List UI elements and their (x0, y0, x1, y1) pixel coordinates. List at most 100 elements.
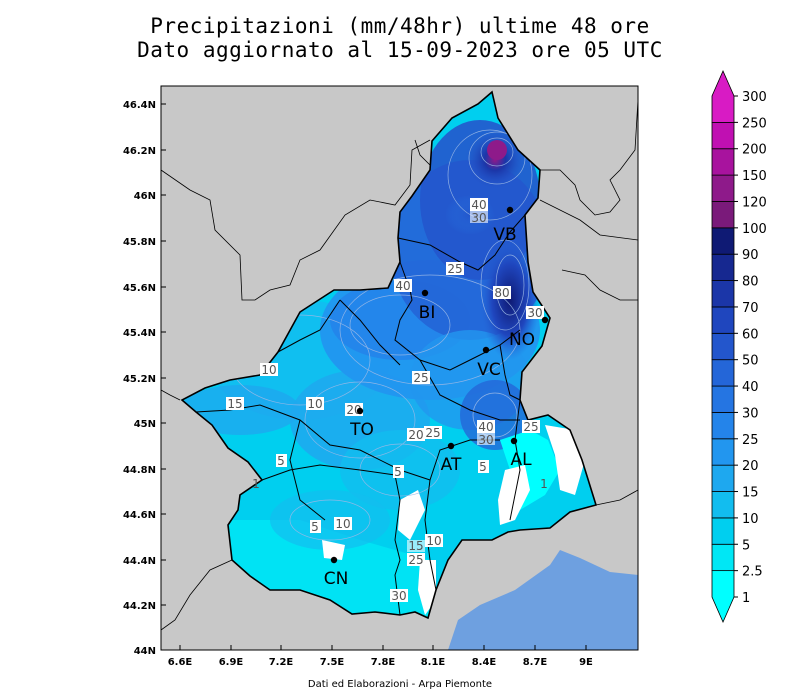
lat-label: 46N (134, 191, 156, 202)
contour-label: 20 (407, 428, 425, 442)
lon-label: 6.6E (168, 657, 193, 668)
colorbar-label: 100 (742, 222, 767, 237)
colorbar-label: 1 (742, 591, 750, 606)
colorbar-label: 70 (742, 301, 759, 316)
colorbar-label: 2.5 (742, 565, 763, 580)
svg-text:80: 80 (494, 286, 509, 300)
contour-label: 1 (540, 477, 548, 491)
colorbar: 1 2.5 5 10 15 20 25 30 40 50 60 70 80 90 100 120 150 200 2… (711, 70, 767, 623)
lon-label: 7.5E (320, 657, 345, 668)
lat-label: 45.8N (123, 237, 156, 248)
lat-label: 45N (134, 419, 156, 430)
contour-label: 80 (493, 286, 511, 300)
svg-text:10: 10 (335, 517, 350, 531)
colorbar-label: 10 (742, 512, 759, 527)
contour-label: 5 (276, 454, 287, 468)
svg-text:5: 5 (311, 520, 319, 534)
svg-text:25: 25 (408, 553, 423, 567)
contour-label: 15 (226, 397, 244, 411)
lat-label: 45.6N (123, 283, 156, 294)
colorbar-segment (711, 174, 735, 202)
colorbar-label: 60 (742, 327, 759, 342)
city-vb: VB (493, 206, 517, 245)
svg-text:AT: AT (441, 455, 462, 475)
latitude-labels: 46.4N 46.2N 46N 45.8N 45.6N 45.4N 45.2N … (123, 100, 156, 657)
lat-label: 44.6N (123, 510, 156, 521)
svg-text:20: 20 (346, 403, 361, 417)
svg-text:CN: CN (324, 569, 349, 589)
colorbar-segment (711, 412, 735, 440)
city-markers: VB BI NO VC TO AT AL CN (324, 206, 549, 589)
svg-text:25: 25 (523, 420, 538, 434)
lon-label: 6.9E (219, 657, 244, 668)
svg-text:10: 10 (426, 534, 441, 548)
contour-label: 40 (470, 198, 488, 212)
city-at: AT (441, 442, 462, 475)
svg-text:1: 1 (252, 477, 260, 491)
colorbar-label: 15 (742, 486, 759, 501)
colorbar-segment (711, 148, 735, 176)
contour-label: 5 (478, 460, 489, 474)
colorbar-segment (711, 70, 735, 123)
svg-text:15: 15 (408, 539, 423, 553)
colorbar-label: 90 (742, 248, 759, 263)
lat-label: 46.2N (123, 146, 156, 157)
svg-text:15: 15 (227, 397, 242, 411)
sea-area (448, 550, 638, 650)
lon-label: 9E (579, 657, 593, 668)
svg-text:AL: AL (510, 450, 532, 470)
svg-text:30: 30 (527, 306, 542, 320)
colorbar-segment (711, 438, 735, 466)
colorbar-label: 120 (742, 195, 767, 210)
lat-label: 45.4N (123, 328, 156, 339)
colorbar-labels: 1 2.5 5 10 15 20 25 30 40 50 60 70 80 90 100 120 150 200 2… (734, 90, 767, 606)
contour-label: 25 (407, 553, 425, 567)
lat-label: 46.4N (123, 100, 156, 111)
contour-label: 30 (470, 211, 488, 225)
city-no: NO (509, 316, 549, 350)
city-al: AL (510, 437, 532, 470)
svg-text:VB: VB (493, 225, 516, 245)
colorbar-segment (711, 464, 735, 492)
svg-text:TO: TO (349, 420, 374, 440)
colorbar-label: 250 (742, 116, 767, 131)
contour-label: 10 (334, 517, 352, 531)
colorbar-label: 200 (742, 143, 767, 158)
svg-text:5: 5 (479, 460, 487, 474)
contour-label: 25 (446, 262, 464, 276)
colorbar-label: 300 (742, 90, 767, 105)
contour-label: 40 (394, 279, 412, 293)
svg-text:25: 25 (425, 426, 440, 440)
city-bi: BI (419, 289, 435, 323)
svg-text:VC: VC (477, 360, 501, 380)
lon-label: 8.1E (421, 657, 446, 668)
colorbar-label: 20 (742, 459, 759, 474)
contour-label: 30 (390, 589, 408, 603)
contour-label: 10 (425, 534, 443, 548)
lat-label: 44N (134, 646, 156, 657)
contour-label: 30 (526, 306, 544, 320)
svg-text:40: 40 (395, 279, 410, 293)
lat-label: 44.2N (123, 601, 156, 612)
contour-label: 1 (252, 477, 260, 491)
svg-text:30: 30 (471, 211, 486, 225)
lon-label: 7.8E (371, 657, 396, 668)
country-borders (160, 99, 639, 631)
colorbar-segment (711, 227, 735, 255)
colorbar-label: 40 (742, 380, 759, 395)
city-cn: CN (324, 556, 349, 589)
colorbar-segment (711, 517, 735, 545)
colorbar-segment (711, 543, 735, 572)
map-title-line1: Precipitazioni (mm/48hr) ultime 48 ore (150, 14, 650, 38)
colorbar-segment (711, 332, 735, 361)
city-vc: VC (477, 346, 501, 380)
plot-frame (160, 85, 639, 651)
lon-label: 8.7E (523, 657, 548, 668)
svg-text:40: 40 (478, 420, 493, 434)
colorbar-label: 25 (742, 433, 759, 448)
svg-text:20: 20 (408, 428, 423, 442)
svg-text:40: 40 (471, 198, 486, 212)
contour-label: 10 (306, 397, 324, 411)
colorbar-label: 80 (742, 275, 759, 290)
